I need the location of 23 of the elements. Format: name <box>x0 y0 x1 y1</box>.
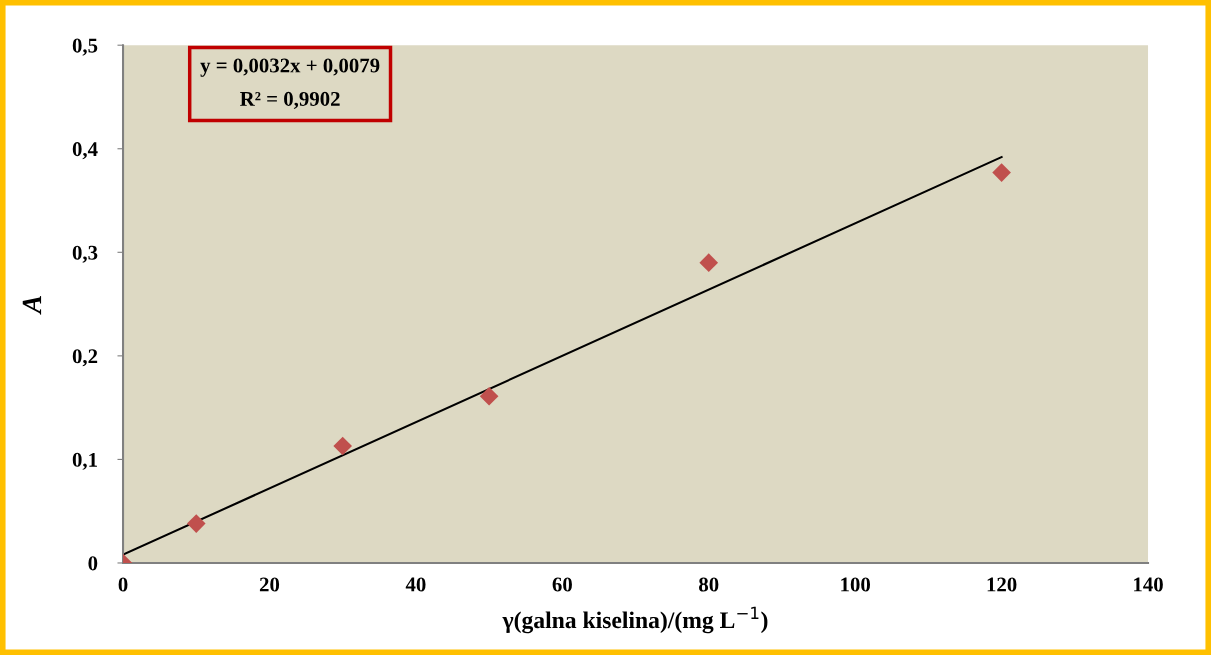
point <box>992 163 1011 182</box>
y-tick-label: 0,5 <box>72 38 98 56</box>
y-tick-label: 0,3 <box>72 245 98 263</box>
x-tick-label: 120 <box>987 577 1017 592</box>
x-axis-title: γ(galna kiselina)/(mg L$^{−1}$) <box>502 606 768 634</box>
x-tick-label: 20 <box>259 577 280 592</box>
y-tick-label: 0,4 <box>72 142 98 160</box>
x-tick-label: 80 <box>699 577 719 592</box>
x-tick-label: 40 <box>405 577 426 592</box>
x-tick-label: 100 <box>841 577 870 592</box>
y-axis-title: A <box>22 295 42 315</box>
y-tick-label: 0,2 <box>72 349 98 367</box>
x-tick-label: 60 <box>552 577 572 592</box>
point <box>479 386 499 406</box>
x-tick-label: 0 <box>118 577 128 592</box>
point <box>186 514 206 533</box>
annotation: R² = 0,9902 <box>240 91 340 109</box>
y-tick-label: 0,1 <box>72 452 97 470</box>
point <box>699 253 719 272</box>
y-tick-label: 0 <box>88 556 98 571</box>
x-tick-label: 140 <box>1134 577 1163 592</box>
point <box>333 436 352 456</box>
annotation: y = 0,0032x + 0,0079 <box>200 58 380 77</box>
